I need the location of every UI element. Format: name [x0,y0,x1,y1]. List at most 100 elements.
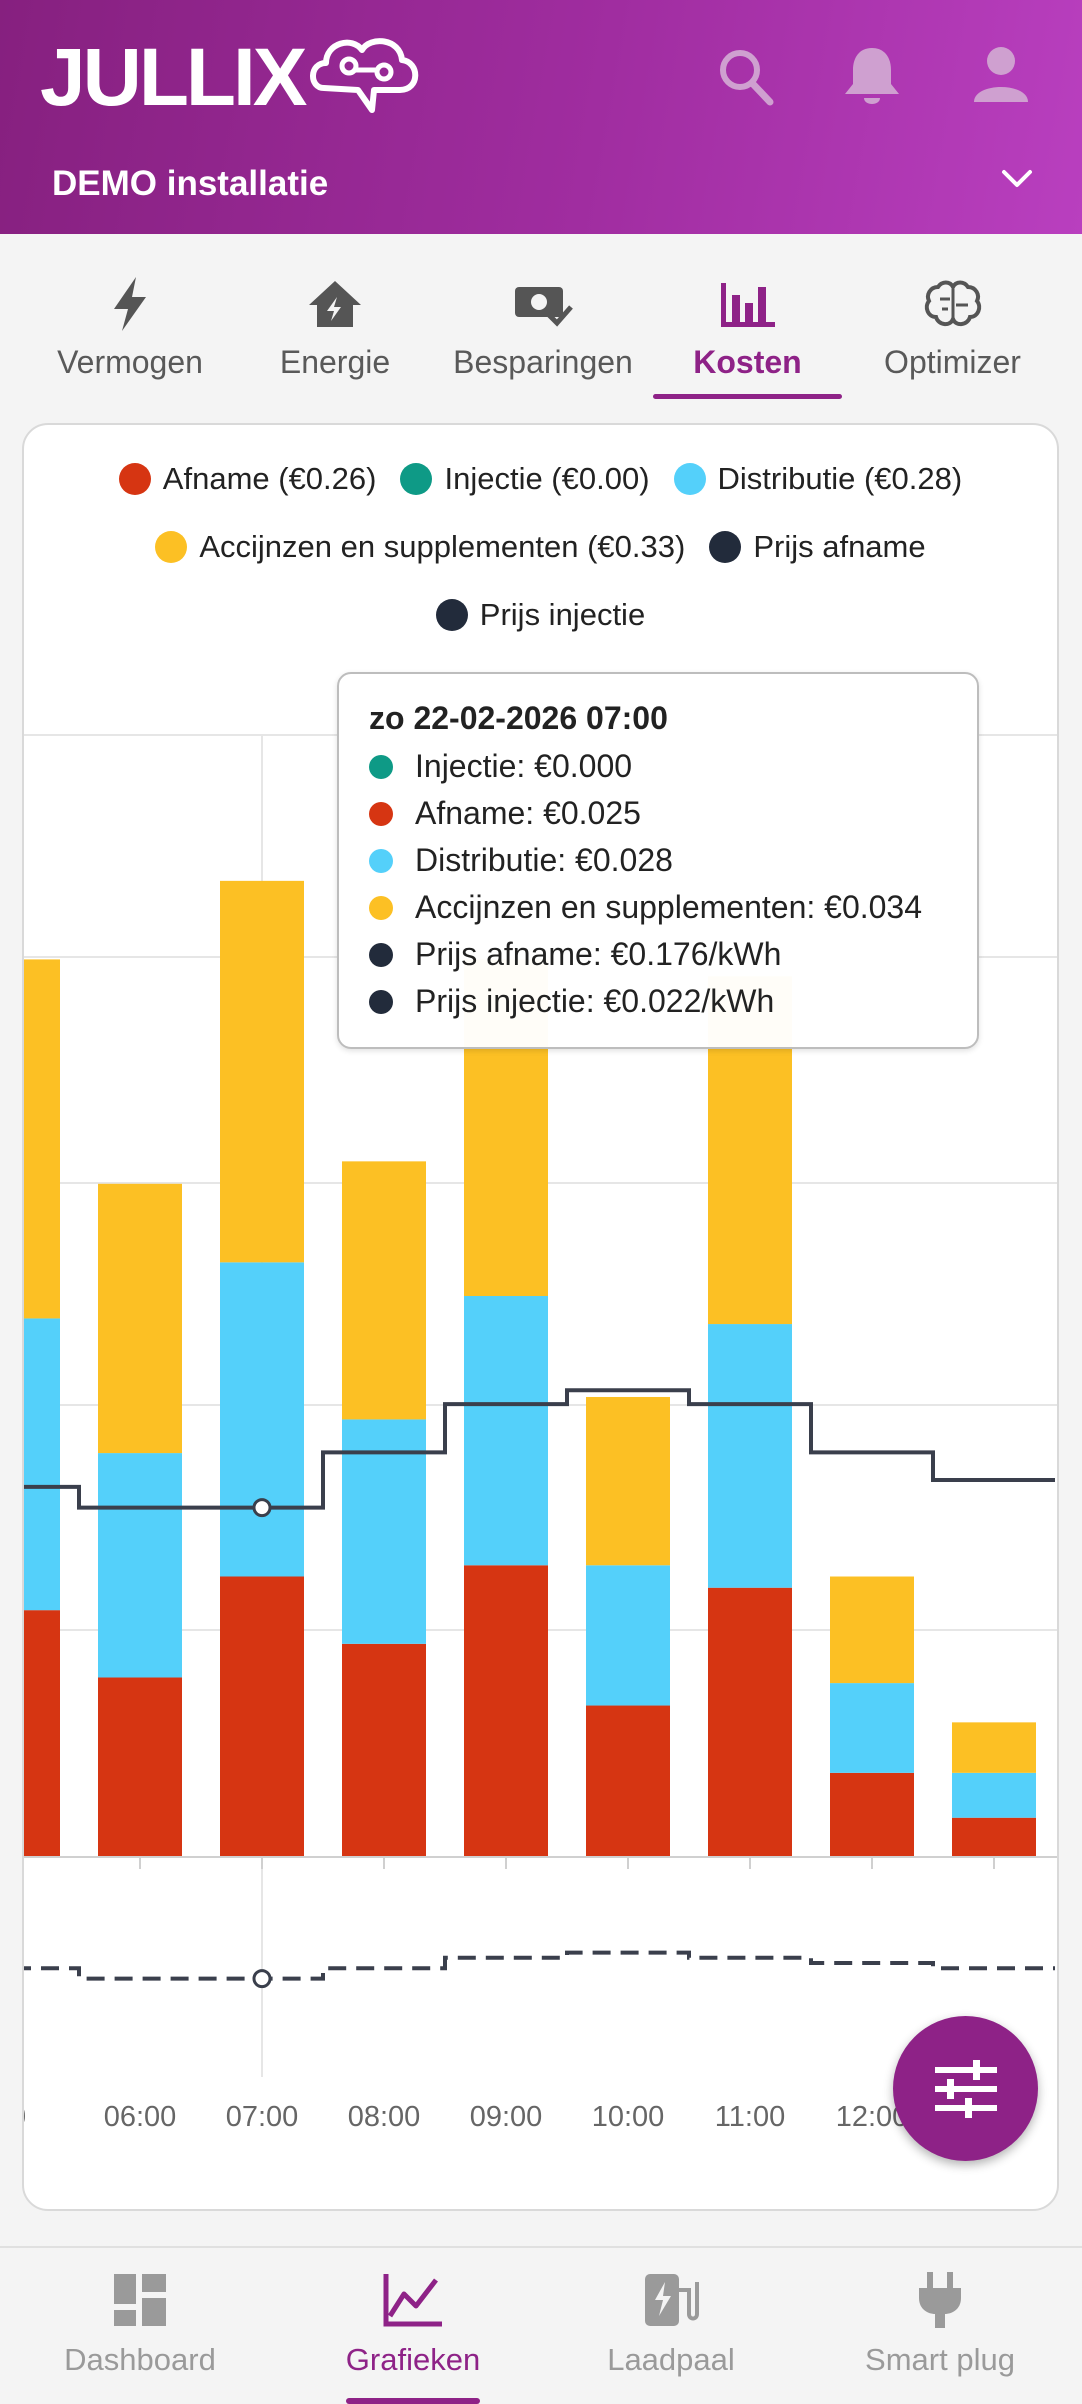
bar-segment-accijnzen [220,880,304,1263]
bar-segment-distributie [342,1419,426,1644]
x-tick-label: 0 [24,2101,26,2133]
bar-segment-distributie [708,1324,792,1588]
legend-row: Accijnzen en supplementen (€0.33) Prijs … [24,529,1057,565]
tooltip-text: Prijs afname: €0.176/kWh [415,936,782,972]
tab-optimizer[interactable]: Optimizer [870,234,1035,406]
tooltip-title: zo 22-02-2026 07:00 [369,700,668,736]
legend-marker [400,463,433,495]
tab-label: Kosten [693,344,802,380]
jullix-logo[interactable]: JULLIX [40,28,424,128]
nav-label: Grafieken [345,2342,481,2377]
bar-segment-distributie [830,1683,914,1773]
bar-segment-distributie [586,1565,670,1706]
tooltip-row: Injectie: €0.000 [369,743,947,790]
x-tick-label: 09:00 [470,2101,543,2133]
tooltip-text: Distributie: €0.028 [415,842,673,878]
tab-label: Besparingen [453,344,633,380]
x-tick-label: 08:00 [348,2101,421,2133]
bell-icon[interactable] [841,44,903,115]
bar-segment-accijnzen [586,1396,670,1566]
tab-kosten[interactable]: Kosten [660,234,835,406]
bar-segment-accijnzen [24,959,60,1319]
charging-station-icon [643,2268,699,2332]
logo-cloud-icon [310,38,419,113]
bar-segment-accijnzen [830,1576,914,1684]
tooltip-text: Prijs injectie: €0.022/kWh [415,983,775,1019]
chart-card: Afname (€0.26) Injectie (€0.00) Distribu… [22,423,1059,2211]
line-prijs-afname [24,1388,1055,1510]
bottom-navigation: Dashboard Grafieken Laadpaal Smart plug [0,2246,1082,2404]
hover-point-prijs-afname [252,1498,272,1518]
bar-segment-afname [220,1576,304,1857]
legend-item-afname[interactable]: Afname (€0.26) [118,461,377,497]
bar-segment-distributie [98,1453,182,1678]
nav-label: Laadpaal [607,2342,735,2377]
legend-item-accijnzen[interactable]: Accijnzen en supplementen (€0.33) [155,529,685,565]
tooltip-marker [369,801,393,826]
bar-segment-accijnzen [342,1161,426,1420]
legend-label: Injectie (€0.00) [444,461,650,496]
bar-segment-accijnzen [98,1183,182,1454]
tooltip-marker [369,942,393,967]
plug-icon [917,2268,963,2332]
tab-label: Vermogen [57,344,203,380]
legend-label: Accijnzen en supplementen (€0.33) [199,529,686,564]
user-icon[interactable] [972,44,1030,109]
nav-label: Smart plug [865,2342,1015,2377]
bar-segment-afname [98,1677,182,1857]
tooltip-row: Prijs afname: €0.176/kWh [369,931,947,978]
tooltip-row: Prijs injectie: €0.022/kWh [369,978,947,1025]
chart-settings-button[interactable] [893,2016,1038,2161]
bar-segment-afname [24,1610,60,1857]
tab-energie[interactable]: Energie [260,234,410,406]
installation-selector[interactable]: DEMO installatie [52,164,329,203]
tab-besparingen[interactable]: Besparingen [448,234,638,406]
legend-row: Prijs injectie [24,597,1057,633]
chevron-down-icon[interactable] [1000,168,1034,195]
bar-segment-afname [464,1565,548,1857]
bar-segment-accijnzen [952,1722,1036,1773]
legend-item-prijs-afname[interactable]: Prijs afname [709,529,926,565]
bar-segment-afname [586,1705,670,1857]
nav-grafieken[interactable]: Grafieken [325,2248,501,2404]
logo-text: JULLIX [40,32,307,123]
bar-segment-distributie [952,1772,1036,1818]
dashboard-icon [112,2268,168,2332]
tab-vermogen[interactable]: Vermogen [45,234,215,406]
line-chart-icon [382,2268,444,2332]
tab-label: Optimizer [884,344,1021,380]
search-icon[interactable] [716,44,776,113]
legend-item-prijs-injectie[interactable]: Prijs injectie [435,597,646,633]
tab-label: Energie [279,344,391,380]
hover-point-prijs-injectie [252,1969,272,1989]
legend-marker [118,463,151,495]
nav-laadpaal[interactable]: Laadpaal [590,2248,752,2404]
nav-dashboard[interactable]: Dashboard [45,2248,235,2404]
bar-segment-afname [708,1587,792,1857]
legend-item-distributie[interactable]: Distributie (€0.28) [673,461,962,497]
legend-label: Afname (€0.26) [162,461,377,496]
sliders-icon [934,2059,997,2118]
tooltip-text: Injectie: €0.000 [415,748,633,784]
tooltip-marker [369,848,393,873]
legend-marker [435,599,468,631]
bar-segment-distributie [24,1318,60,1611]
chart-tabs: Vermogen Energie Besparingen Kosten Opti… [0,234,1082,406]
tooltip-row: Afname: €0.025 [369,790,947,837]
tooltip-marker [369,989,393,1014]
nav-label: Dashboard [64,2342,216,2377]
legend-label: Prijs injectie [479,597,646,632]
legend-marker [709,531,742,563]
tooltip-marker [369,895,393,920]
chart-tooltip: zo 22-02-2026 07:00 Injectie: €0.000 Afn… [337,672,979,1049]
nav-smart-plug[interactable]: Smart plug [845,2248,1035,2404]
legend-row: Afname (€0.26) Injectie (€0.00) Distribu… [24,461,1057,497]
bar-segment-distributie [464,1296,548,1566]
legend-item-injectie[interactable]: Injectie (€0.00) [400,461,650,497]
home-bolt-icon [307,274,363,334]
brain-icon [924,274,982,334]
x-tick-label: 11:00 [715,2101,785,2133]
line-prijs-injectie [24,1950,1055,1981]
bolt-icon [110,274,150,334]
